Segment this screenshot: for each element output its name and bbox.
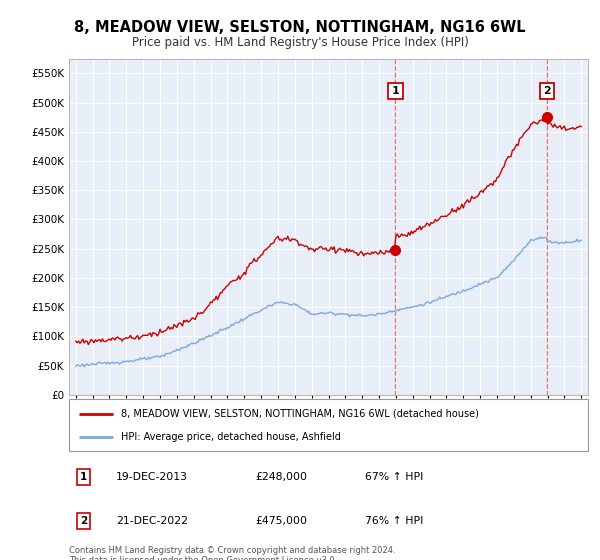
FancyBboxPatch shape [69,399,588,451]
Text: 76% ↑ HPI: 76% ↑ HPI [365,516,423,526]
Text: 19-DEC-2013: 19-DEC-2013 [116,472,188,482]
Text: 67% ↑ HPI: 67% ↑ HPI [365,472,423,482]
Text: Price paid vs. HM Land Registry's House Price Index (HPI): Price paid vs. HM Land Registry's House … [131,36,469,49]
Text: 8, MEADOW VIEW, SELSTON, NOTTINGHAM, NG16 6WL: 8, MEADOW VIEW, SELSTON, NOTTINGHAM, NG1… [74,20,526,35]
Text: 8, MEADOW VIEW, SELSTON, NOTTINGHAM, NG16 6WL (detached house): 8, MEADOW VIEW, SELSTON, NOTTINGHAM, NG1… [121,409,479,419]
Text: 2: 2 [543,86,551,96]
Text: HPI: Average price, detached house, Ashfield: HPI: Average price, detached house, Ashf… [121,432,341,442]
Text: 1: 1 [392,86,399,96]
Text: £475,000: £475,000 [256,516,308,526]
Text: 1: 1 [80,472,87,482]
Text: 2: 2 [80,516,87,526]
Text: £248,000: £248,000 [256,472,308,482]
Text: 21-DEC-2022: 21-DEC-2022 [116,516,188,526]
Text: Contains HM Land Registry data © Crown copyright and database right 2024.
This d: Contains HM Land Registry data © Crown c… [69,546,395,560]
